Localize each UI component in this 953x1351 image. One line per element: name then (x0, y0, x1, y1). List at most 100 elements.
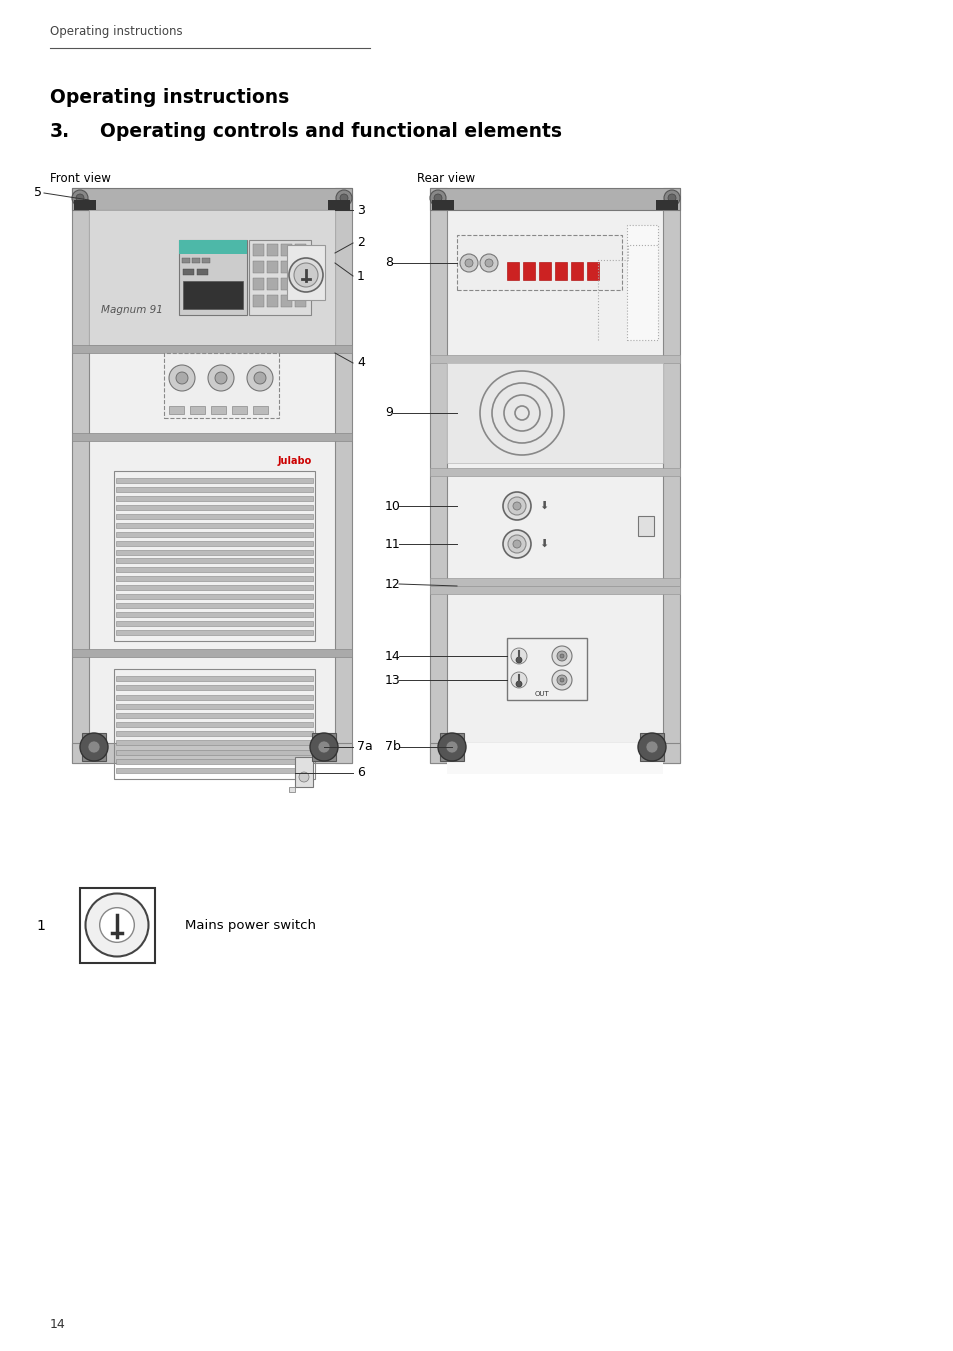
Text: 7a: 7a (356, 740, 373, 754)
Bar (249, 240, 311, 315)
Circle shape (169, 365, 194, 390)
Bar (312, 734, 335, 761)
Text: 1: 1 (356, 269, 364, 282)
Circle shape (208, 365, 233, 390)
Text: 9: 9 (385, 407, 393, 420)
Bar (430, 743, 679, 763)
Bar (116, 585, 313, 590)
Bar (447, 743, 662, 774)
Bar (253, 407, 268, 413)
Bar (447, 584, 662, 588)
Bar (439, 734, 463, 761)
Circle shape (464, 259, 473, 267)
Circle shape (430, 190, 446, 205)
Bar (267, 295, 277, 307)
Bar (116, 567, 313, 573)
Bar (430, 467, 679, 476)
Text: 1: 1 (36, 919, 45, 934)
Bar (281, 295, 292, 307)
Bar (116, 621, 313, 626)
Text: OUT: OUT (535, 690, 549, 697)
Circle shape (502, 530, 531, 558)
Bar (638, 516, 654, 536)
Circle shape (335, 190, 352, 205)
Text: 10: 10 (385, 500, 400, 512)
Circle shape (516, 657, 521, 663)
Bar (281, 245, 292, 255)
Text: Operating controls and functional elements: Operating controls and functional elemen… (100, 122, 561, 141)
Bar (116, 750, 313, 754)
Bar (190, 407, 205, 413)
Bar (294, 278, 306, 290)
Bar (538, 262, 551, 280)
Bar (116, 694, 313, 700)
Bar (294, 245, 306, 255)
Bar (74, 200, 96, 209)
Text: 3.: 3. (50, 122, 71, 141)
Bar (116, 676, 313, 681)
Bar (113, 669, 314, 780)
Bar (328, 200, 350, 209)
Bar (447, 208, 662, 763)
Bar (639, 734, 663, 761)
Circle shape (247, 365, 273, 390)
Bar (253, 245, 264, 255)
Bar (116, 603, 313, 608)
Bar (116, 550, 313, 554)
Text: 12: 12 (385, 577, 400, 590)
Text: 14: 14 (385, 650, 400, 662)
Bar (71, 743, 352, 763)
Bar (182, 258, 190, 263)
Circle shape (507, 497, 525, 515)
Bar (113, 471, 314, 640)
Text: ⬇: ⬇ (538, 501, 548, 511)
Text: 13: 13 (385, 674, 400, 686)
Circle shape (559, 678, 563, 682)
Circle shape (317, 740, 330, 753)
Bar (289, 788, 294, 792)
Bar (164, 353, 278, 417)
Circle shape (552, 646, 572, 666)
Circle shape (479, 254, 497, 272)
Circle shape (434, 195, 441, 203)
Text: Operating instructions: Operating instructions (50, 88, 289, 107)
Bar (116, 540, 313, 546)
Bar (456, 235, 621, 290)
Bar (196, 269, 208, 276)
Circle shape (557, 676, 566, 685)
Bar (116, 740, 313, 746)
Text: 11: 11 (385, 538, 400, 550)
Bar (555, 262, 566, 280)
Bar (116, 486, 313, 492)
Circle shape (310, 734, 337, 761)
Bar (179, 240, 247, 315)
Bar (430, 188, 679, 209)
Bar (71, 188, 352, 209)
Circle shape (507, 535, 525, 553)
Bar (183, 281, 243, 309)
Circle shape (645, 740, 658, 753)
Circle shape (214, 372, 227, 384)
Circle shape (446, 740, 457, 753)
Bar (116, 505, 313, 509)
Text: Julabo: Julabo (277, 457, 312, 466)
Bar (80, 888, 154, 963)
Bar (89, 208, 335, 763)
Bar (116, 685, 313, 690)
Circle shape (88, 740, 100, 753)
Bar (656, 200, 678, 209)
Circle shape (339, 195, 348, 203)
Bar (116, 577, 313, 581)
Bar (116, 721, 313, 727)
Bar (281, 261, 292, 273)
Bar (267, 278, 277, 290)
Circle shape (289, 258, 323, 292)
Circle shape (638, 734, 665, 761)
Circle shape (557, 651, 566, 661)
Bar (506, 638, 586, 700)
Circle shape (667, 195, 676, 203)
Bar (287, 245, 325, 300)
Bar (253, 295, 264, 307)
Bar (183, 269, 193, 276)
Bar (586, 262, 598, 280)
